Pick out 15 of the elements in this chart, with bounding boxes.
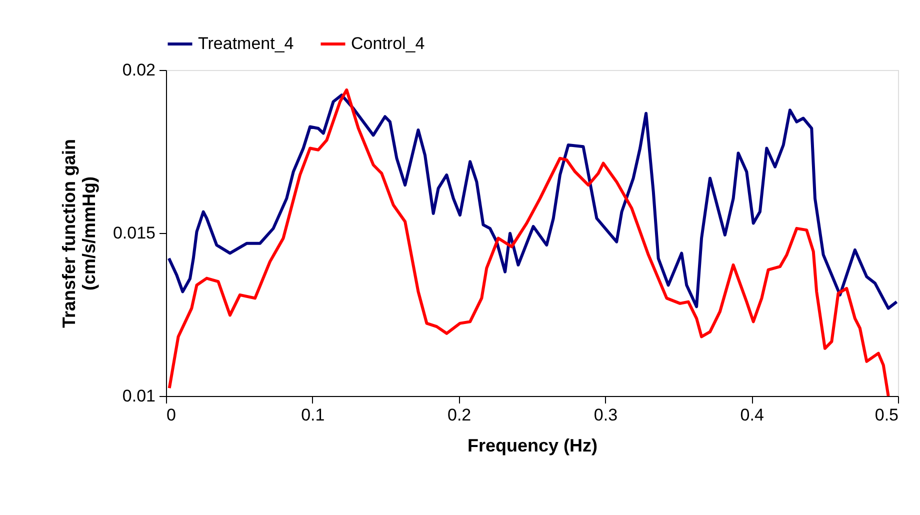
x-axis-title: Frequency (Hz) xyxy=(467,436,598,456)
x-tick-label: 0.4 xyxy=(740,406,764,424)
x-tick-label: 0.1 xyxy=(301,406,325,424)
x-tick-label: 0.3 xyxy=(594,406,618,424)
x-tick-label: 0.2 xyxy=(447,406,472,424)
legend-label: Control_4 xyxy=(351,34,425,53)
y-tick-label: 0.01 xyxy=(122,386,156,406)
line-series xyxy=(167,94,898,310)
x-tick-label: 0.5 xyxy=(874,406,898,424)
legend-label: Treatment_4 xyxy=(198,34,294,53)
x-tick-label: 0 xyxy=(166,406,176,424)
line-series xyxy=(168,88,890,398)
y-tick-label: 0.015 xyxy=(112,224,156,242)
y-tick-label: 0.02 xyxy=(122,60,156,80)
y-axis-title: Transfer function gain (cm/s/mmHg) xyxy=(58,138,99,328)
